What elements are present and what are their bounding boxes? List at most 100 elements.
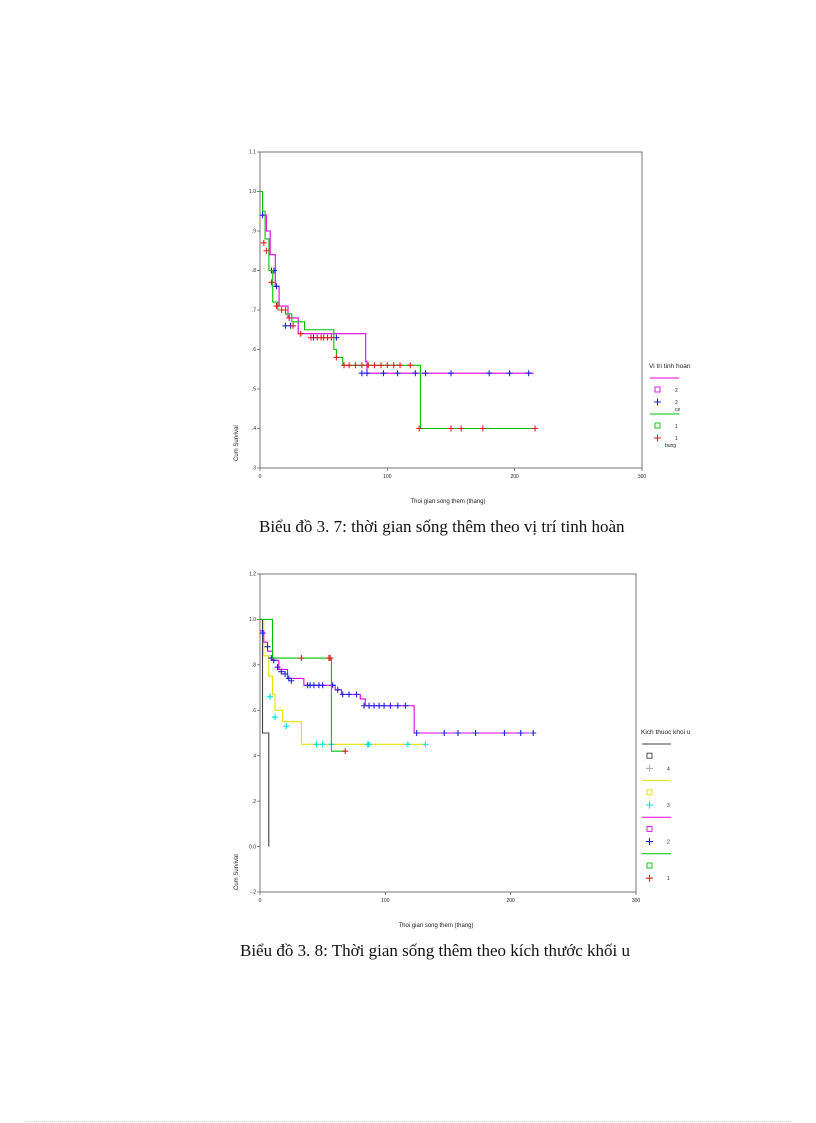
censor-mark (506, 370, 513, 377)
survival-step-line (260, 618, 423, 745)
censor-mark (297, 330, 304, 337)
censor-mark (260, 239, 267, 246)
page-bottom-divider (25, 1121, 791, 1122)
censor-mark (328, 334, 335, 341)
chart-1-caption: Biểu đồ 3. 7: thời gian sống thêm theo v… (259, 517, 625, 536)
censor-mark (416, 425, 423, 432)
y-tick-label: 1.1 (249, 150, 256, 156)
chart-2: 1.2 1.0 .8 .6 .4 .2 0.0 -.20 100 200 300 Cum Surviv… (234, 572, 691, 929)
censor-mark (381, 702, 388, 709)
y-tick-label: .3 (252, 466, 256, 472)
legend-plus-swatch (646, 874, 653, 882)
censor-mark (282, 322, 289, 329)
censor-mark (376, 702, 383, 709)
censor-mark (525, 370, 532, 377)
y-axis-title: Cum Survival (234, 425, 240, 461)
x-tick-label: 100 (383, 474, 392, 480)
x-axis-title: Thoi gian song them (thang) (398, 923, 473, 929)
censor-mark (319, 682, 326, 689)
x-axis-title: Thoi gian song them (thang) (410, 499, 485, 505)
censor-mark (272, 714, 279, 721)
censor-mark (380, 370, 387, 377)
censor-mark (273, 283, 280, 290)
censor-mark (390, 362, 397, 369)
censor-mark (329, 682, 336, 689)
censor-mark (412, 370, 419, 377)
legend-plus-swatch (654, 434, 661, 442)
x-tick-label: 200 (510, 474, 519, 480)
censor-mark (274, 664, 281, 671)
legend-square-swatch (646, 789, 653, 796)
censor-mark (402, 702, 409, 709)
censor-mark (358, 362, 365, 369)
censor-mark (365, 362, 372, 369)
censor-mark (341, 362, 348, 369)
survival-step-line (260, 190, 534, 374)
censor-mark (288, 677, 295, 684)
legend-label: 2 (667, 840, 670, 846)
censor-mark (327, 655, 334, 662)
censor-mark (458, 425, 465, 432)
censor-mark (422, 741, 429, 748)
y-tick-label: .6 (252, 708, 256, 714)
censor-mark (407, 362, 414, 369)
censor-mark (387, 702, 394, 709)
censor-mark (339, 691, 346, 698)
plot-frame (259, 573, 637, 893)
censor-mark (413, 730, 420, 736)
y-tick-label: 0.0 (249, 844, 256, 850)
censor-mark (366, 741, 373, 748)
x-tick-label: 0 (259, 474, 262, 480)
censor-mark (333, 354, 340, 361)
y-tick-label: .9 (252, 229, 256, 235)
legend-label: 2 (675, 400, 678, 406)
censor-mark (371, 702, 378, 709)
legend-plus-swatch (646, 801, 653, 809)
legend-plus-swatch (654, 398, 661, 406)
censor-mark (298, 655, 305, 662)
censor-mark (283, 723, 290, 730)
censor-mark (371, 362, 378, 369)
censor-mark (352, 362, 359, 369)
legend-sublabel: ce (675, 407, 681, 413)
legend-label: 3 (667, 803, 670, 809)
censor-mark (366, 702, 373, 709)
censor-mark (472, 730, 479, 736)
legend-label: 1 (675, 436, 678, 442)
legend-plus-swatch (646, 838, 653, 846)
censor-mark (422, 370, 429, 377)
legend-square-swatch (654, 422, 661, 429)
censor-mark (307, 334, 314, 341)
censor-mark (501, 730, 508, 736)
censor-mark (263, 247, 270, 254)
censor-mark (346, 362, 353, 369)
survival-step-line (260, 630, 530, 734)
censor-mark (363, 370, 370, 377)
legend-square-swatch (646, 862, 653, 869)
legend-square-swatch (646, 825, 653, 832)
censor-mark (319, 741, 326, 748)
censor-mark (532, 425, 539, 432)
y-tick-label: .2 (252, 799, 256, 805)
censor-mark (530, 730, 537, 736)
plot-frame (259, 151, 643, 469)
legend-title: Kich thuoc khoi u (641, 729, 691, 736)
censor-mark (479, 425, 486, 432)
censor-mark (342, 748, 349, 755)
x-tick-label: 300 (632, 898, 641, 904)
y-tick-label: 1.0 (249, 617, 256, 623)
y-tick-label: .7 (252, 308, 256, 314)
legend-square-swatch (646, 752, 653, 759)
y-tick-label: .4 (252, 426, 256, 432)
x-tick-label: 300 (638, 474, 647, 480)
censor-mark (397, 362, 404, 369)
censor-mark (264, 643, 271, 650)
y-tick-label: -.2 (250, 890, 256, 896)
censor-mark (455, 730, 462, 736)
y-tick-label: 1.2 (249, 572, 256, 578)
censor-mark (267, 693, 274, 700)
censor-mark (286, 314, 293, 321)
x-tick-label: 200 (506, 898, 515, 904)
survival-step-line (260, 190, 538, 430)
